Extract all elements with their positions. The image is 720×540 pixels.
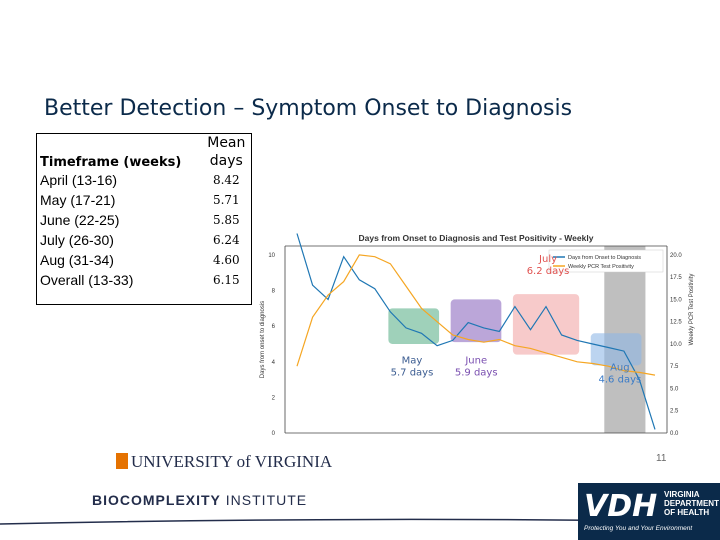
mean-days-table: Timeframe (weeks) Mean days April (13-16… bbox=[36, 133, 252, 305]
y-tick-label: 6 bbox=[272, 324, 276, 330]
bio-rest: INSTITUTE bbox=[225, 492, 308, 508]
bio-bold: BIOCOMPLEXITY bbox=[92, 492, 221, 508]
table-row: Overall (13-33) 6.15 bbox=[37, 270, 251, 290]
y-tick-label: 8 bbox=[272, 289, 276, 295]
y2-tick-label: 0.0 bbox=[670, 431, 679, 437]
vdh-letters: VDH bbox=[584, 489, 658, 524]
series-line-positivity bbox=[296, 254, 656, 376]
y2-tick-label: 10.0 bbox=[670, 342, 682, 348]
region-box bbox=[512, 294, 580, 355]
header-timeframe: Timeframe (weeks) bbox=[40, 155, 182, 170]
y-tick-label: 10 bbox=[268, 253, 275, 259]
region-label-days: 4.6 days bbox=[599, 375, 642, 386]
uva-shield-icon bbox=[116, 453, 128, 469]
region-label-days: 5.9 days bbox=[455, 368, 498, 379]
region-label-days: 5.7 days bbox=[391, 368, 434, 379]
table-header-row: Timeframe (weeks) Mean days bbox=[37, 134, 251, 170]
slide-title: Better Detection – Symptom Onset to Diag… bbox=[44, 96, 573, 121]
y2-axis-label: Weekly PCR Test Positivity bbox=[689, 274, 695, 346]
mean-days-cell: 6.24 bbox=[212, 233, 240, 247]
slide-number: 11 bbox=[656, 453, 667, 464]
vdh-line: DEPARTMENT bbox=[664, 499, 719, 508]
region-label-month: June bbox=[464, 356, 487, 367]
table-row: May (17-21) 5.71 bbox=[37, 190, 251, 210]
biocomplexity-logo: BIOCOMPLEXITY INSTITUTE bbox=[92, 492, 307, 508]
header-mean-line: Mean bbox=[207, 135, 246, 151]
y2-tick-label: 5.0 bbox=[670, 386, 679, 392]
timeframe-cell: April (13-16) bbox=[40, 172, 118, 188]
mean-days-cell: 8.42 bbox=[212, 173, 240, 187]
region-label-month: Aug bbox=[610, 363, 630, 374]
timeframe-cell: Overall (13-33) bbox=[40, 272, 134, 288]
legend-label: Weekly PCR Test Positivity bbox=[568, 264, 634, 270]
mean-days-cell: 4.60 bbox=[212, 253, 240, 267]
mean-days-cell: 6.15 bbox=[212, 273, 240, 287]
vdh-name-lines: VIRGINIA DEPARTMENT OF HEALTH bbox=[664, 490, 719, 517]
chart-title: Days from Onset to Diagnosis and Test Po… bbox=[359, 233, 594, 243]
header-mean-days: Mean days bbox=[202, 134, 251, 170]
timeframe-cell: July (26-30) bbox=[40, 232, 114, 248]
y2-tick-label: 2.5 bbox=[670, 409, 679, 415]
vdh-line: VIRGINIA bbox=[664, 490, 700, 499]
series-line-days bbox=[296, 233, 656, 430]
table-row: April (13-16) 8.42 bbox=[37, 170, 251, 190]
region-label-month: May bbox=[402, 356, 423, 367]
legend-label: Days from Onset to Diagnosis bbox=[568, 255, 641, 261]
y-tick-label: 4 bbox=[272, 360, 276, 366]
y2-tick-label: 17.5 bbox=[670, 275, 682, 281]
mean-days-cell: 5.85 bbox=[212, 213, 240, 227]
vdh-logo: VDH VIRGINIA DEPARTMENT OF HEALTH Protec… bbox=[578, 483, 720, 540]
vdh-line: OF HEALTH bbox=[664, 508, 710, 517]
y-tick-label: 2 bbox=[272, 395, 276, 401]
mean-days-cell: 5.71 bbox=[212, 193, 240, 207]
y2-tick-label: 7.5 bbox=[670, 364, 679, 370]
onset-diagnosis-chart: 0 2 4 6 8 10 0.0 2.5 5.0 7.5 10.0 12.5 15.0 17.5 20.0 D… bbox=[255, 228, 695, 460]
timeframe-cell: Aug (31-34) bbox=[40, 252, 114, 268]
y2-tick-label: 15.0 bbox=[670, 297, 682, 303]
header-days-line: days bbox=[209, 153, 243, 169]
table-row: July (26-30) 6.24 bbox=[37, 230, 251, 250]
uva-name: UNIVERSITY of VIRGINIA bbox=[131, 452, 333, 471]
region-label-month: July bbox=[538, 254, 557, 265]
table-row: Aug (31-34) 4.60 bbox=[37, 250, 251, 270]
table-row: June (22-25) 5.85 bbox=[37, 210, 251, 230]
vdh-tagline: Protecting You and Your Environment bbox=[584, 525, 693, 532]
timeframe-cell: June (22-25) bbox=[40, 212, 120, 228]
region-box bbox=[450, 299, 502, 343]
y2-tick-label: 20.0 bbox=[670, 253, 682, 259]
y-axis-label: Days from onset to diagnosis bbox=[260, 301, 266, 378]
y-tick-label: 0 bbox=[272, 431, 276, 437]
legend-box bbox=[548, 249, 664, 273]
timeframe-cell: May (17-21) bbox=[40, 192, 116, 208]
region-label-days: 6.2 days bbox=[527, 266, 570, 277]
y2-tick-label: 12.5 bbox=[670, 320, 682, 326]
region-box bbox=[388, 308, 440, 344]
uva-logo-text: UNIVERSITY of VIRGINIA bbox=[116, 452, 332, 472]
